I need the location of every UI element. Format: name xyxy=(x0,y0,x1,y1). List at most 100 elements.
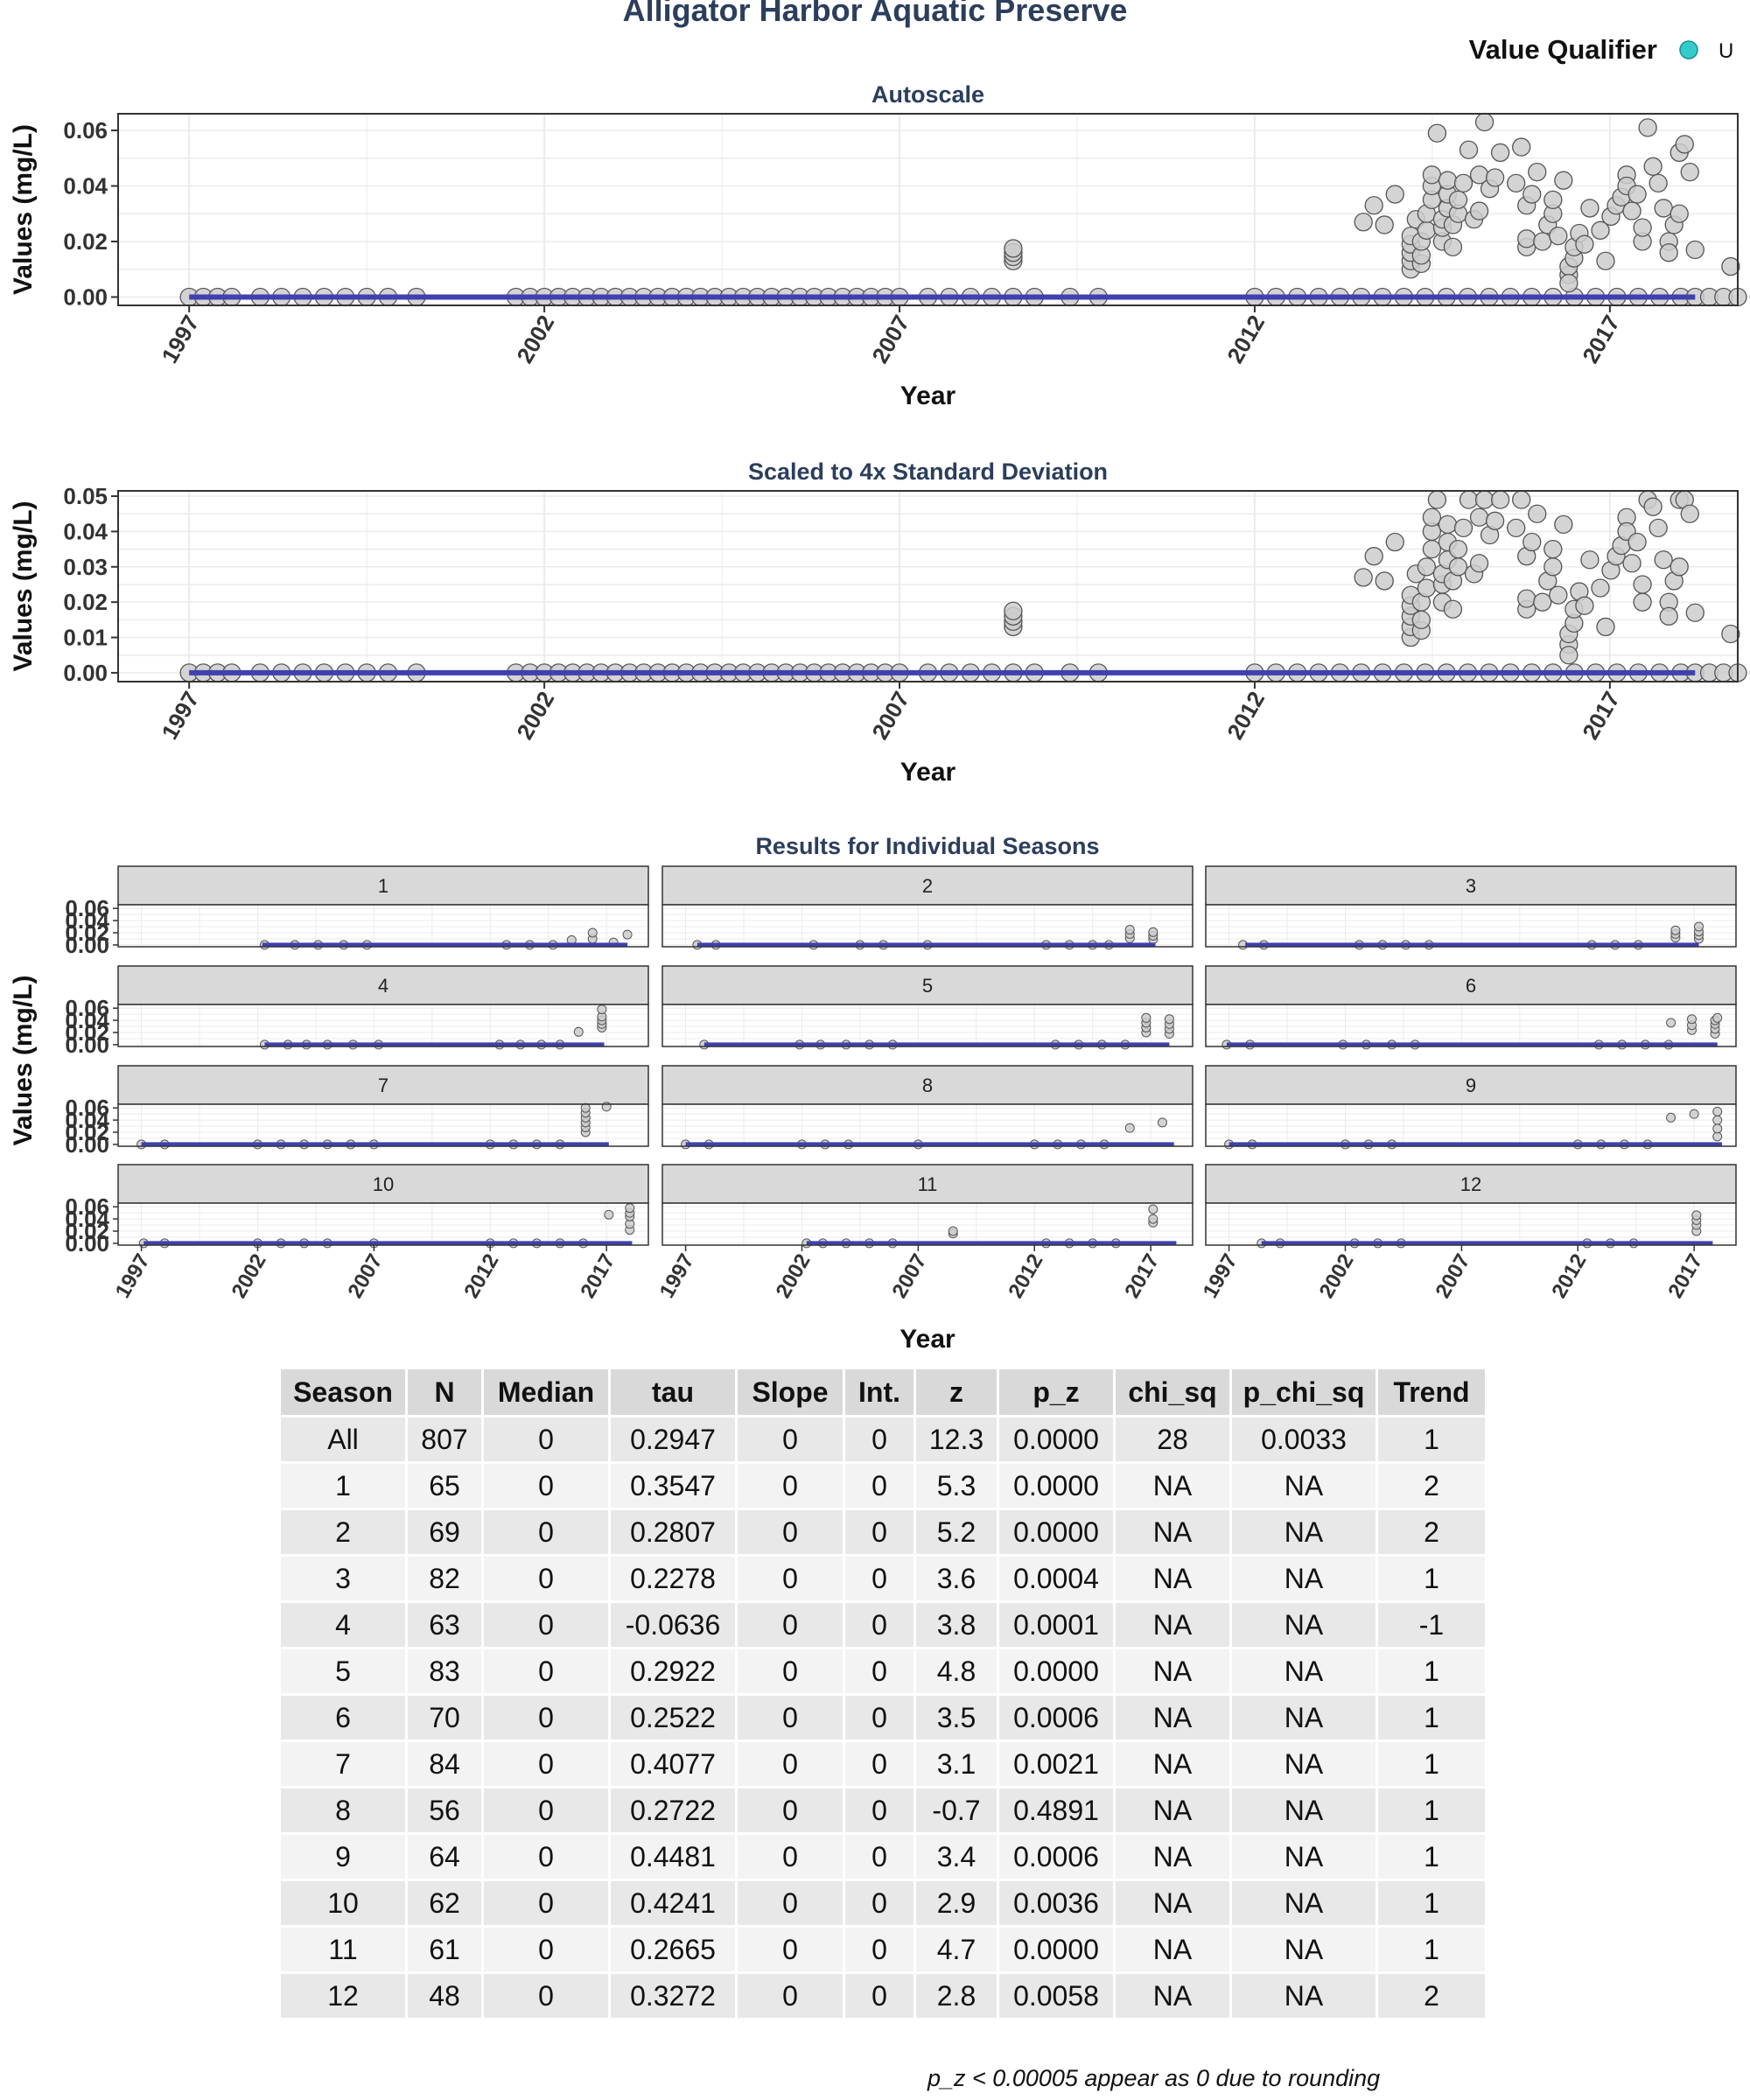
table-cell: NA xyxy=(1229,1879,1378,1928)
x-tick-label: 1997 xyxy=(655,1250,699,1303)
data-point xyxy=(1148,927,1158,937)
table-cell: 0 xyxy=(481,1647,611,1696)
plot-area xyxy=(118,114,1738,305)
table-cell: NA xyxy=(1113,1879,1232,1928)
y-tick-label: 0.06 xyxy=(65,1194,109,1220)
table-cell: 4.7 xyxy=(914,1925,999,1974)
table-cell: 0.2722 xyxy=(608,1786,738,1835)
data-point xyxy=(1559,646,1578,665)
plot-border xyxy=(117,113,1739,306)
data-point xyxy=(1148,1204,1158,1214)
data-point xyxy=(1544,557,1563,577)
facet-border xyxy=(117,1202,649,1246)
data-point xyxy=(1124,925,1135,935)
table-cell: 12.3 xyxy=(914,1415,999,1464)
table-cell: 56 xyxy=(405,1786,484,1835)
table-cell: 0 xyxy=(735,1461,845,1510)
data-point xyxy=(597,1004,607,1015)
table-cell: 0 xyxy=(735,1415,845,1464)
data-point xyxy=(1721,256,1740,276)
x-tick-label: 2002 xyxy=(228,1250,271,1303)
data-point xyxy=(1522,532,1542,552)
facet-strip xyxy=(1205,965,1737,1005)
table-cell: 0 xyxy=(843,1879,916,1928)
col-header-trend: Trend xyxy=(1376,1367,1488,1418)
table-cell: 70 xyxy=(405,1693,484,1742)
table-cell: -0.0636 xyxy=(608,1600,738,1649)
facet-12: 12 1997 2002 2007 2012 2017 xyxy=(1199,1164,1737,1303)
data-point xyxy=(1648,518,1668,538)
col-header-z: z xyxy=(914,1367,999,1418)
table-cell: 0 xyxy=(481,1879,611,1928)
table-cell: 0 xyxy=(735,1740,845,1788)
table-cell: 0.0036 xyxy=(997,1879,1116,1928)
data-point xyxy=(1522,185,1542,204)
table-cell: NA xyxy=(1113,1554,1232,1603)
y-tick-label: 0.06 xyxy=(65,895,109,921)
x-tick-label: 1997 xyxy=(156,687,204,744)
table-cell: NA xyxy=(1113,1600,1232,1649)
data-point xyxy=(573,1026,584,1037)
x-tick-label: 2007 xyxy=(1431,1250,1474,1303)
x-tick-label: 2007 xyxy=(866,311,914,368)
data-point xyxy=(1512,490,1531,509)
table-row: 6 70 0 0.2522 0 0 3.5 0.0006 NA NA 1 xyxy=(278,1693,1488,1742)
data-point xyxy=(1417,578,1437,598)
table-cell: 0 xyxy=(843,1925,916,1974)
table-cell: 0.0021 xyxy=(997,1740,1116,1788)
y-tick-label: 0.02 xyxy=(65,1119,109,1145)
x-tick-label: 2017 xyxy=(1577,687,1625,744)
facet-plot-area xyxy=(662,905,1193,947)
data-point xyxy=(1411,610,1432,630)
data-point xyxy=(1549,227,1568,246)
table-cell: 10 xyxy=(278,1879,408,1928)
facet-border xyxy=(662,1004,1194,1047)
footnote: p_z < 0.00005 appear as 0 due to roundin… xyxy=(928,2065,1381,2091)
table-cell: 1 xyxy=(1376,1879,1488,1928)
x-axis-label: Year xyxy=(900,382,956,410)
data-point xyxy=(1448,539,1468,559)
table-cell: All xyxy=(278,1415,408,1464)
table-cell: 2.8 xyxy=(914,1971,999,2020)
data-point xyxy=(1417,557,1437,577)
autoscale-panel: Autoscale 0.00 0.02 0.04 0.06 1997 2002 2007 201… xyxy=(9,81,1750,410)
table-cell: 0 xyxy=(481,1740,611,1788)
data-point xyxy=(1638,118,1657,137)
data-point xyxy=(1453,173,1474,192)
data-point xyxy=(1474,112,1494,132)
data-point xyxy=(1385,532,1404,552)
data-point xyxy=(1643,497,1662,516)
data-point xyxy=(1549,585,1568,605)
table-cell: 0.2922 xyxy=(608,1647,738,1696)
data-point xyxy=(1691,1210,1702,1221)
y-axis-label: Values (mg/L) xyxy=(9,975,38,1145)
table-cell: 1 xyxy=(1376,1786,1488,1835)
table-cell: NA xyxy=(1229,1600,1378,1649)
table-cell: 0 xyxy=(481,1415,611,1464)
facet-plot-area xyxy=(118,1104,648,1146)
data-point xyxy=(1124,1123,1135,1133)
table-cell: 5 xyxy=(278,1647,408,1696)
table-cell: 807 xyxy=(405,1415,484,1464)
y-tick-label: 0.00 xyxy=(65,1230,109,1256)
table-cell: NA xyxy=(1229,1647,1378,1696)
y-tick-label: 0.00 xyxy=(63,284,108,310)
table-cell: NA xyxy=(1229,1508,1378,1557)
y-tick-label: 0.04 xyxy=(65,1107,109,1133)
table-cell: 0.0033 xyxy=(1229,1415,1378,1464)
data-point xyxy=(1680,163,1699,182)
x-tick-label: 2012 xyxy=(1222,311,1270,368)
table-cell: 28 xyxy=(1113,1415,1232,1464)
table-row: All 807 0 0.2947 0 0 12.3 0.0000 28 0.0033 1 xyxy=(278,1415,1488,1464)
x-tick-label: 1997 xyxy=(111,1250,155,1303)
facet-plot-area xyxy=(1206,905,1736,947)
data-point xyxy=(1148,1214,1158,1224)
table-cell: 8 xyxy=(278,1786,408,1835)
table-row: 10 62 0 0.4241 0 0 2.9 0.0036 NA NA 1 xyxy=(278,1879,1488,1928)
data-point xyxy=(604,1209,614,1220)
y-tick-label: 0.02 xyxy=(63,228,108,255)
col-header-slope: Slope xyxy=(735,1367,845,1418)
table-cell: 1 xyxy=(1376,1647,1488,1696)
table-cell: 0.4241 xyxy=(608,1879,738,1928)
facet-strip xyxy=(662,865,1194,906)
